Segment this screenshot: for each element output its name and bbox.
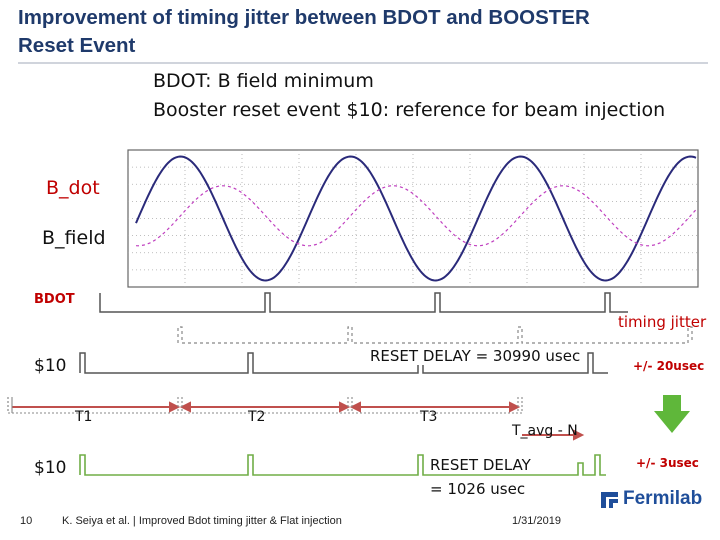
bdot-timing-label: BDOT xyxy=(34,292,75,307)
reset-delay-new-line1: RESET DELAY xyxy=(430,456,531,474)
slide-title: Improvement of timing jitter between BDO… xyxy=(18,4,708,60)
event10-new-label: $10 xyxy=(34,458,67,478)
jitter-old-value: +/- 20usec xyxy=(633,359,705,373)
footer-citation: K. Seiya et al. | Improved Bdot timing j… xyxy=(62,515,342,527)
event10-new-trace xyxy=(79,454,606,476)
fermilab-logo-icon xyxy=(601,492,618,508)
jitter-new-value: +/- 3usec xyxy=(636,456,699,470)
subtitle-booster: Booster reset event $10: reference for b… xyxy=(153,99,666,121)
slide-title-line1: Improvement of timing jitter between BDO… xyxy=(18,6,590,29)
timing-jitter-label: timing jitter xyxy=(618,313,707,331)
interval-t1-label: T1 xyxy=(75,409,93,425)
reset-delay-old: RESET DELAY = 30990 usec xyxy=(370,347,581,365)
event10-old-label: $10 xyxy=(34,356,67,376)
bdot-pulse-train xyxy=(99,292,628,313)
interval-dashed-ticks xyxy=(7,397,523,413)
t-avg-label: T_avg - N xyxy=(512,423,578,439)
interval-arrows xyxy=(12,401,585,441)
subtitle-bdot: BDOT: B field minimum xyxy=(153,70,374,92)
event10-old-trace xyxy=(79,352,608,374)
reset-delay-new-line2: = 1026 usec xyxy=(430,480,526,498)
bfield-trace xyxy=(135,185,697,247)
bfield-trace-label: B_field xyxy=(42,227,106,249)
fermilab-logo-text: Fermilab xyxy=(623,488,703,509)
interval-t3-label: T3 xyxy=(420,409,438,425)
interval-dashed-marks xyxy=(7,397,13,414)
fermilab-logo: Fermilab xyxy=(598,488,708,512)
bdot-jitter-pulses xyxy=(177,326,693,344)
interval-t2-label: T2 xyxy=(248,409,266,425)
title-divider xyxy=(18,62,708,64)
improvement-arrow-icon xyxy=(654,395,690,433)
scope-grid xyxy=(128,150,698,287)
bdot-trace xyxy=(135,155,697,282)
footer-date: 1/31/2019 xyxy=(512,515,561,527)
slide-title-line2: Reset Event xyxy=(18,34,136,57)
bdot-trace-label: B_dot xyxy=(46,177,100,199)
page-number: 10 xyxy=(20,515,33,527)
